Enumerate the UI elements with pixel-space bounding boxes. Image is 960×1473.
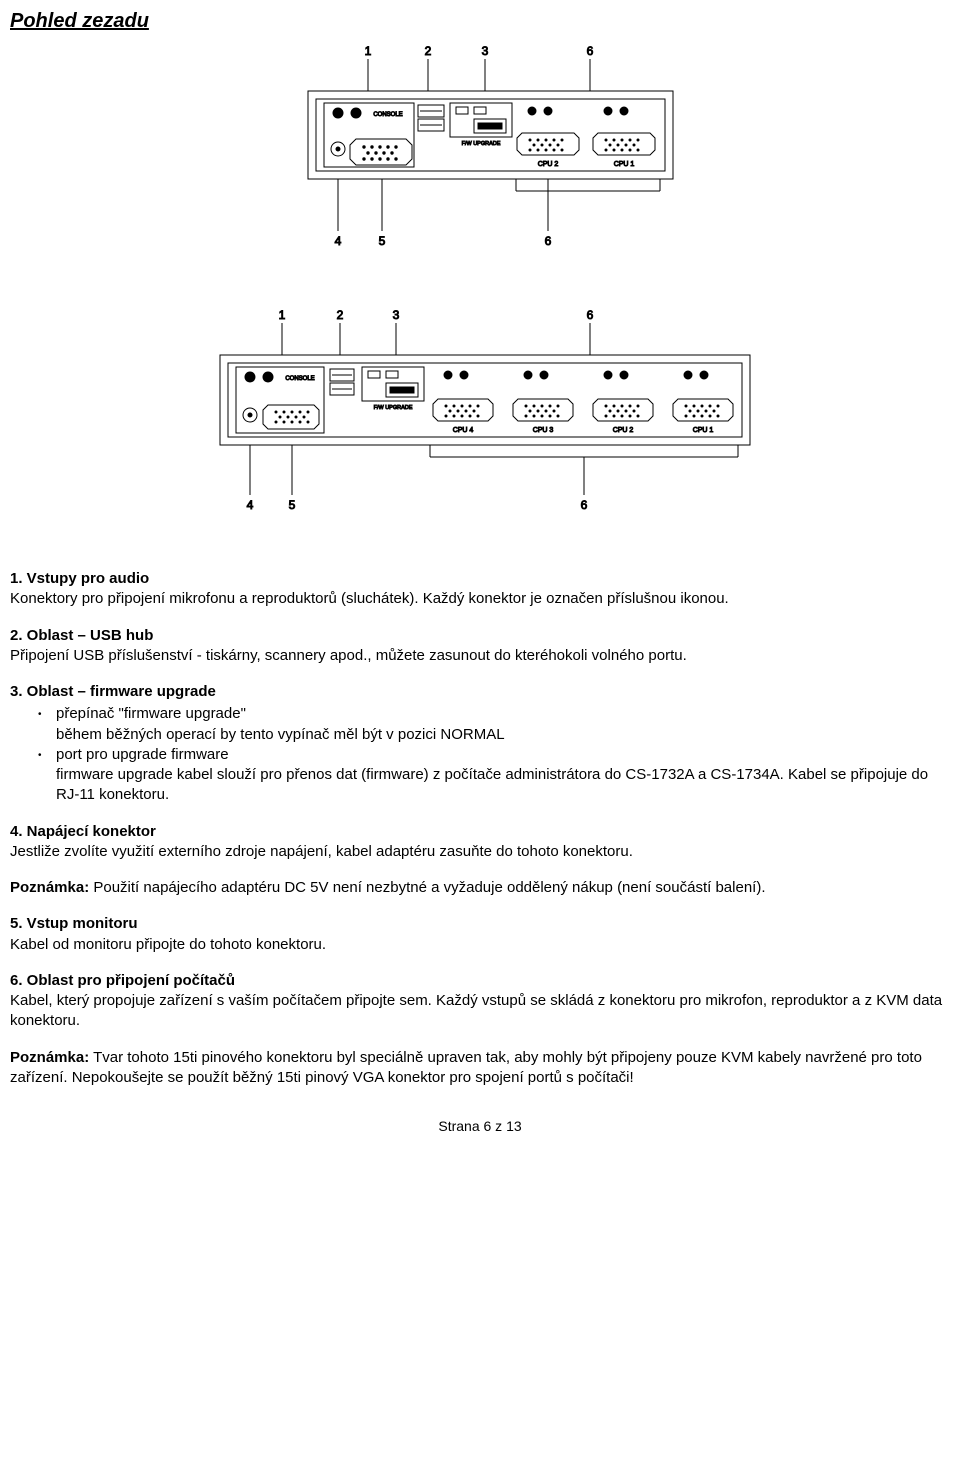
section-4-heading: 4. Napájecí konektor [10, 823, 156, 840]
note-2-label: Poznámka: [10, 1049, 89, 1066]
section-3-bullet-1: přepínač "firmware upgrade" během běžnýc… [38, 704, 950, 745]
note-2: Poznámka: Tvar tohoto 15ti pinového kone… [10, 1048, 950, 1089]
svg-text:1: 1 [279, 308, 286, 322]
svg-text:F/W UPGRADE: F/W UPGRADE [462, 141, 501, 147]
section-3: 3. Oblast – firmware upgrade přepínač "f… [10, 682, 950, 806]
section-2-body: Připojení USB příslušenství - tiskárny, … [10, 647, 687, 664]
diagram-rear-4port: 1 2 3 6 CONSOLE F/W UPGRADE [10, 305, 950, 539]
svg-text:CPU 3: CPU 3 [533, 427, 554, 434]
note-2-body: Tvar tohoto 15ti pinového konektoru byl … [10, 1049, 922, 1086]
section-1-body: Konektory pro připojení mikrofonu a repr… [10, 590, 729, 607]
section-6-heading: 6. Oblast pro připojení počítačů [10, 972, 235, 989]
page-footer: Strana 6 z 13 [10, 1118, 950, 1134]
section-2: 2. Oblast – USB hub Připojení USB příslu… [10, 626, 950, 667]
svg-text:6: 6 [587, 44, 594, 58]
svg-text:6: 6 [545, 234, 552, 248]
section-5: 5. Vstup monitoru Kabel od monitoru přip… [10, 914, 950, 955]
section-3-bullet-2: port pro upgrade firmware firmware upgra… [38, 745, 950, 806]
note-1-body: Použití napájecího adaptéru DC 5V není n… [89, 879, 765, 896]
note-1-label: Poznámka: [10, 879, 89, 896]
svg-text:6: 6 [587, 308, 594, 322]
svg-text:5: 5 [289, 498, 296, 512]
svg-text:CPU 1: CPU 1 [614, 161, 635, 168]
svg-text:5: 5 [379, 234, 386, 248]
diagram-rear-2port: 1 2 3 6 CONSOLE [10, 41, 950, 275]
svg-text:F/W UPGRADE: F/W UPGRADE [374, 405, 413, 411]
section-2-heading: 2. Oblast – USB hub [10, 627, 153, 644]
svg-text:2: 2 [337, 308, 344, 322]
section-3-heading: 3. Oblast – firmware upgrade [10, 683, 216, 700]
svg-text:2: 2 [425, 44, 432, 58]
svg-text:4: 4 [335, 234, 342, 248]
svg-text:CPU 1: CPU 1 [693, 427, 714, 434]
section-6: 6. Oblast pro připojení počítačů Kabel, … [10, 971, 950, 1032]
svg-text:1: 1 [365, 44, 372, 58]
note-1: Poznámka: Použití napájecího adaptéru DC… [10, 878, 950, 898]
section-5-body: Kabel od monitoru připojte do tohoto kon… [10, 936, 326, 953]
svg-text:CONSOLE: CONSOLE [373, 112, 402, 118]
svg-text:CPU 4: CPU 4 [453, 427, 474, 434]
section-1: 1. Vstupy pro audio Konektory pro připoj… [10, 569, 950, 610]
section-6-body: Kabel, který propojuje zařízení s vaším … [10, 992, 942, 1029]
section-5-heading: 5. Vstup monitoru [10, 915, 138, 932]
svg-text:3: 3 [393, 308, 400, 322]
svg-text:3: 3 [482, 44, 489, 58]
section-4-body: Jestliže zvolíte využití externího zdroj… [10, 843, 633, 860]
svg-text:CONSOLE: CONSOLE [285, 376, 314, 382]
svg-text:6: 6 [581, 498, 588, 512]
section-1-heading: 1. Vstupy pro audio [10, 570, 149, 587]
page-title: Pohled zezadu [10, 10, 950, 33]
section-4: 4. Napájecí konektor Jestliže zvolíte vy… [10, 822, 950, 863]
svg-text:CPU 2: CPU 2 [538, 161, 559, 168]
svg-text:4: 4 [247, 498, 254, 512]
svg-text:CPU 2: CPU 2 [613, 427, 634, 434]
